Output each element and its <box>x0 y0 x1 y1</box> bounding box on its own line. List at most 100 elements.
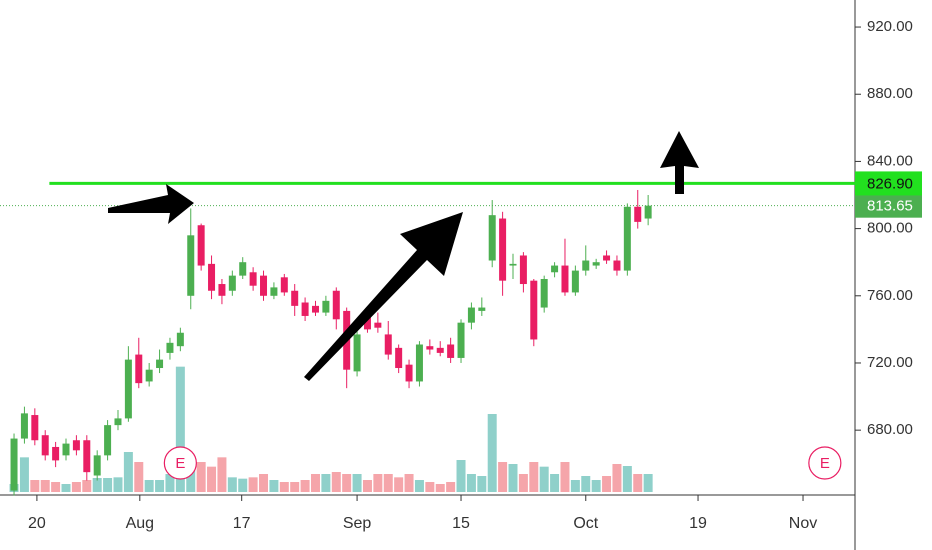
candle-body <box>218 284 226 296</box>
volume-bar <box>425 482 435 492</box>
candle-body <box>561 265 569 293</box>
volume-bar <box>570 480 580 492</box>
earnings-label: E <box>175 455 185 472</box>
volume-bar <box>581 476 591 492</box>
candle-body <box>374 322 382 328</box>
candle-body <box>540 278 548 308</box>
volume-bar <box>207 466 217 492</box>
candle-body <box>499 218 507 281</box>
volume-bar <box>352 474 362 492</box>
volume-bar <box>238 478 248 492</box>
candle-body <box>405 364 413 382</box>
volume-bar <box>61 484 71 492</box>
candle-body <box>571 270 579 293</box>
volume-bar <box>508 464 518 492</box>
candle-body <box>10 438 18 491</box>
candle-body <box>332 290 340 320</box>
candle-body <box>603 255 611 261</box>
candle-body <box>613 260 621 271</box>
volume-bar <box>456 460 466 492</box>
volume-bar <box>414 480 424 492</box>
candle-body <box>31 415 39 441</box>
y-tick-label: 880.00 <box>867 85 913 102</box>
candle-body <box>41 435 49 456</box>
volume-bar <box>550 474 560 492</box>
candle-body <box>623 206 631 271</box>
candle-body <box>72 440 80 451</box>
volume-bar <box>279 482 289 492</box>
candle-body <box>135 354 143 384</box>
axes-layer <box>0 0 861 550</box>
volume-bar <box>82 480 92 492</box>
candle-body <box>436 347 444 353</box>
x-tick-label: 19 <box>689 515 707 532</box>
candle-body <box>322 300 330 313</box>
volume-bar <box>321 474 331 492</box>
y-tick-label: 840.00 <box>867 152 913 169</box>
y-tick-label: 800.00 <box>867 220 913 237</box>
earnings-marker <box>808 446 842 480</box>
candle-body <box>260 275 268 296</box>
y-tick-label: 720.00 <box>867 354 913 371</box>
candle-body <box>395 347 403 369</box>
candle-body <box>363 317 371 330</box>
x-tick-label: Sep <box>343 515 372 532</box>
volume-bar <box>259 474 269 492</box>
level-box <box>855 171 922 196</box>
volume-bar <box>19 457 29 492</box>
candle-body <box>104 425 112 456</box>
x-tick-label: 20 <box>28 515 46 532</box>
candle-body <box>156 359 164 369</box>
volume-bar <box>591 480 601 492</box>
volume-bar <box>134 462 144 492</box>
volume-bar <box>602 476 612 492</box>
volume-bar <box>217 457 227 492</box>
candle-body <box>62 443 70 456</box>
volume-bar <box>362 480 372 492</box>
axis-label-layer: 680.00 720.00 760.00 800.00 840.00 880.00 920.… <box>28 18 913 532</box>
volume-bar <box>612 464 622 492</box>
last-price-box <box>855 193 922 218</box>
candle-body <box>114 418 122 426</box>
volume-bar <box>92 478 102 492</box>
volume-bar <box>466 474 476 492</box>
volume-bar <box>290 482 300 492</box>
volume-bar <box>165 474 175 492</box>
volume-bar <box>394 477 404 492</box>
volume-bar <box>331 472 341 492</box>
volume-bar <box>643 474 653 492</box>
candle-body <box>634 206 642 222</box>
candle-body <box>592 262 600 266</box>
candle-body <box>644 205 652 219</box>
candle-body <box>415 344 423 382</box>
x-tick-label: 17 <box>233 515 251 532</box>
last-price-label: 813.65 <box>867 198 913 215</box>
volume-bar <box>51 482 61 492</box>
candle-body <box>270 287 278 296</box>
volume-bar <box>175 366 185 492</box>
candle-body <box>551 265 559 273</box>
volume-bar <box>560 462 570 492</box>
volume-bar <box>404 474 414 492</box>
candle-body <box>488 215 496 261</box>
volume-bar <box>123 452 133 492</box>
volume-bar <box>155 480 165 492</box>
volume-bar <box>227 477 237 492</box>
candle-body <box>311 305 319 313</box>
y-tick-label: 760.00 <box>867 287 913 304</box>
volume-layer <box>9 366 653 492</box>
volume-bar <box>103 478 113 492</box>
volume-bar <box>40 480 50 492</box>
volume-bar <box>518 474 528 492</box>
candle-body <box>291 290 299 306</box>
candle-body <box>208 263 216 291</box>
volume-bar <box>248 477 258 492</box>
arrow <box>108 184 194 224</box>
volume-bar <box>539 466 549 492</box>
volume-bar <box>373 474 383 492</box>
volume-bar <box>300 480 310 492</box>
earnings-marker <box>163 446 197 480</box>
level-label: 826.90 <box>867 175 913 192</box>
volume-bar <box>342 474 352 492</box>
volume-bar <box>477 476 487 492</box>
